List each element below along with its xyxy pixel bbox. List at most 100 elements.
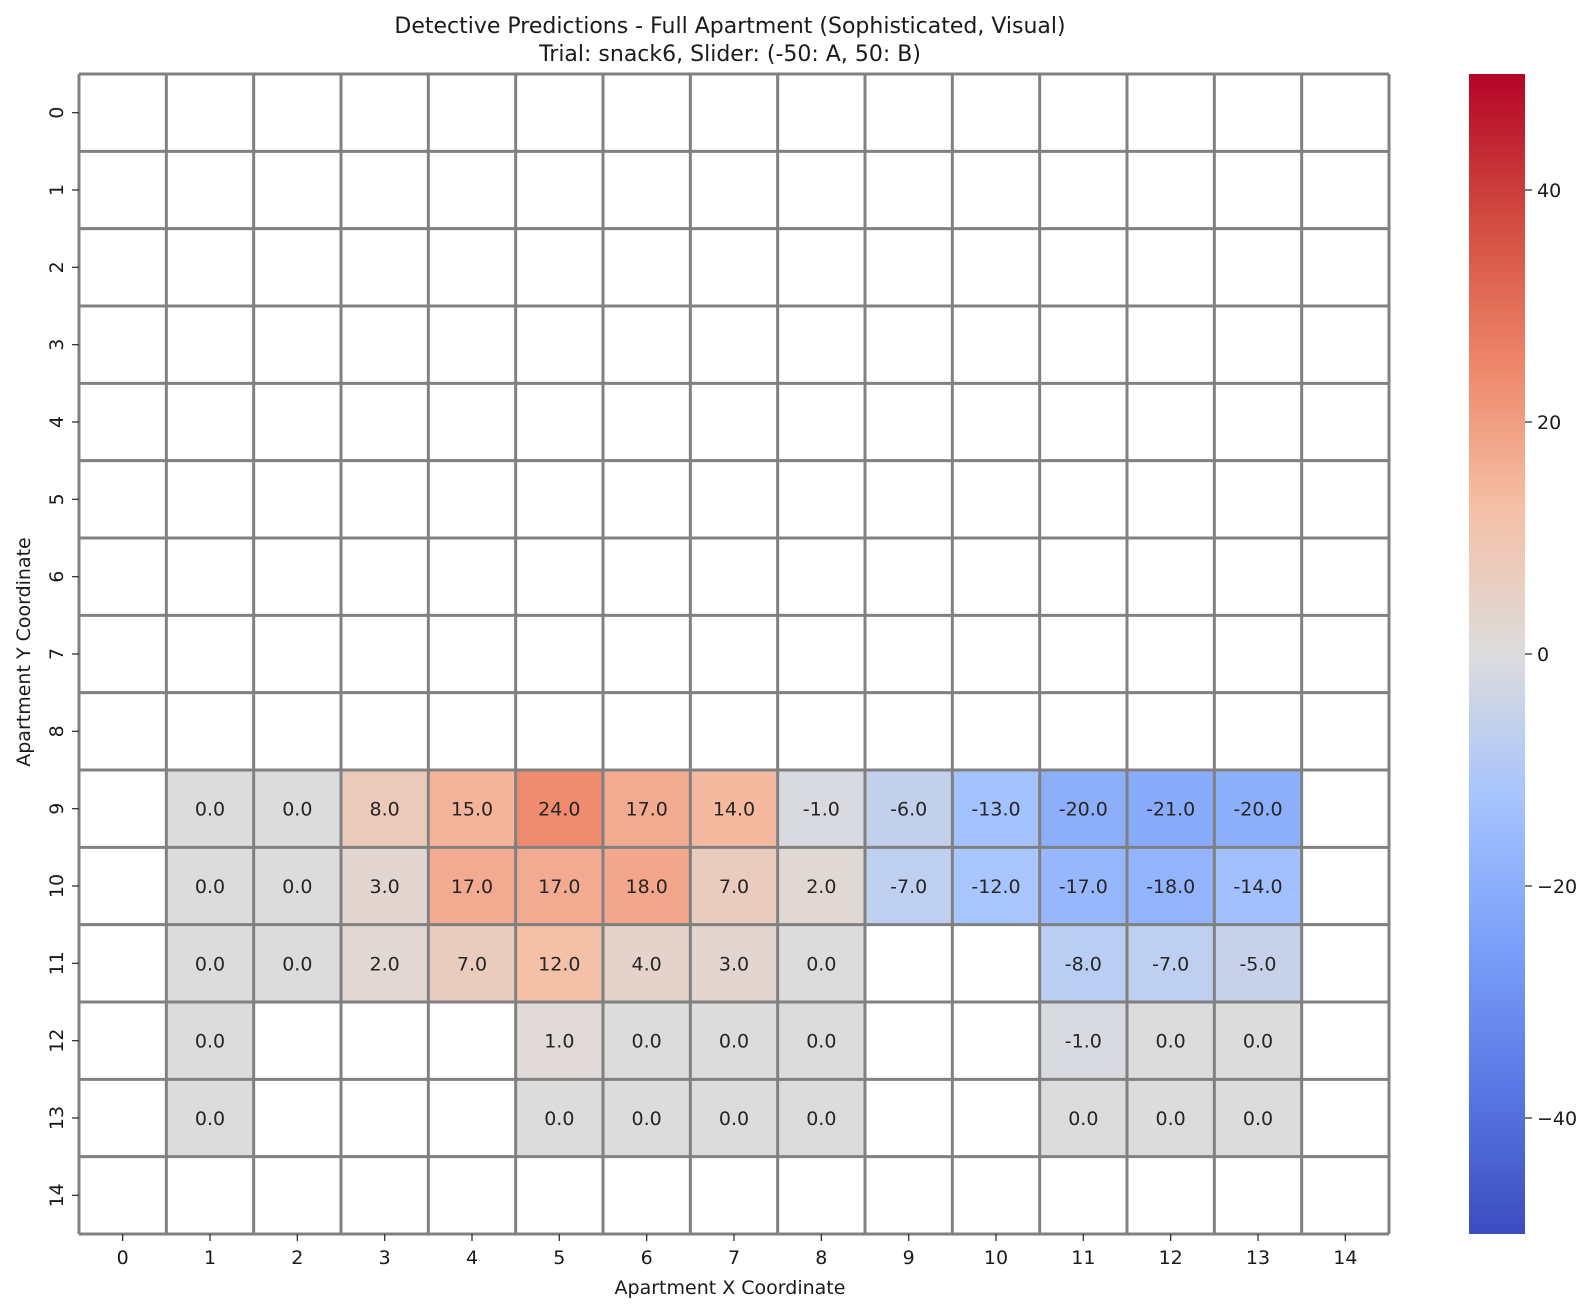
heatmap-cell (1039, 847, 1127, 925)
cell-value-label: 3.0 (370, 876, 400, 898)
heatmap-cell (690, 847, 778, 925)
cell-value-label: 0.0 (282, 953, 312, 975)
heatmap-cell (1214, 1079, 1302, 1157)
cell-value-label: 0.0 (1156, 1108, 1186, 1130)
heatmap-cell (690, 1002, 778, 1080)
heatmap-cell (515, 847, 603, 925)
y-tick-label: 2 (46, 261, 68, 273)
colorbar-tick-label: 0 (1537, 644, 1549, 666)
cell-value-label: 17.0 (626, 799, 668, 821)
heatmap-grid (77, 72, 1391, 1236)
y-tick-label: 4 (46, 416, 68, 428)
y-tick-label: 8 (46, 725, 68, 737)
heatmap-cell (603, 924, 691, 1002)
heatmap-cell (515, 1079, 603, 1157)
cell-value-label: 8.0 (370, 799, 400, 821)
heatmap-cell (1214, 924, 1302, 1002)
heatmap-cell (603, 770, 691, 848)
heatmap-cell (1214, 847, 1302, 925)
heatmap-cell (1039, 1079, 1127, 1157)
x-tick-label: 13 (1246, 1247, 1270, 1269)
heatmap-cell (166, 770, 254, 848)
cell-value-label: 0.0 (282, 799, 312, 821)
cell-value-label: 0.0 (195, 1108, 225, 1130)
heatmap-cell (253, 847, 341, 925)
heatmap-cell (1127, 847, 1215, 925)
y-tick-label: 13 (46, 1106, 68, 1130)
cell-value-label: 14.0 (713, 799, 755, 821)
cell-value-label: -20.0 (1233, 799, 1282, 821)
heatmap-cell (166, 847, 254, 925)
y-tick-label: 3 (46, 339, 68, 351)
x-tick-label: 3 (379, 1247, 391, 1269)
cell-value-label: 2.0 (806, 876, 836, 898)
heatmap-cell-labels: 0.0 0.0 8.0 15.0 24.0 17.0 14.0 -1.0 -6.0 -13.0 -2… (195, 799, 1283, 1130)
cell-value-label: 15.0 (451, 799, 493, 821)
heatmap-cell (428, 770, 516, 848)
colorbar-tick-label: 40 (1537, 180, 1561, 202)
cell-value-label: -21.0 (1146, 799, 1195, 821)
heatmap-cell (1127, 1079, 1215, 1157)
heatmap-cell (515, 924, 603, 1002)
cell-value-label: 3.0 (719, 953, 749, 975)
y-tick-label: 12 (46, 1029, 68, 1053)
colorbar-ticks: −40 −20 0 20 40 (1525, 180, 1577, 1130)
y-axis-label: Apartment Y Coordinate (13, 537, 35, 767)
cell-value-label: -1.0 (1065, 1031, 1102, 1053)
x-axis-ticks: 0 1 2 3 4 5 6 7 8 9 10 11 12 13 14 (117, 1234, 1357, 1269)
cell-value-label: 0.0 (719, 1031, 749, 1053)
cell-value-label: 1.0 (544, 1031, 574, 1053)
y-tick-label: 11 (46, 951, 68, 975)
y-tick-label: 6 (46, 571, 68, 583)
heatmap-cell (690, 770, 778, 848)
heatmap-cell (603, 1079, 691, 1157)
heatmap-cell (865, 847, 953, 925)
cell-value-label: 24.0 (538, 799, 580, 821)
heatmap-cell (341, 770, 429, 848)
cell-value-label: 0.0 (1068, 1108, 1098, 1130)
y-tick-label: 5 (46, 493, 68, 505)
heatmap-cell (166, 924, 254, 1002)
x-tick-label: 1 (204, 1247, 216, 1269)
heatmap-cell (166, 1079, 254, 1157)
heatmap-cell (777, 924, 865, 1002)
colorbar-tick-label: −20 (1537, 876, 1577, 898)
x-axis-label: Apartment X Coordinate (615, 1277, 846, 1299)
heatmap-cell (515, 770, 603, 848)
heatmap-cell (515, 1002, 603, 1080)
colorbar-tick-label: 20 (1537, 412, 1561, 434)
x-tick-label: 14 (1333, 1247, 1357, 1269)
heatmap-cell (253, 924, 341, 1002)
cell-value-label: -7.0 (890, 876, 927, 898)
y-tick-label: 10 (46, 874, 68, 898)
cell-value-label: -7.0 (1152, 953, 1189, 975)
cell-value-label: -17.0 (1059, 876, 1108, 898)
cell-value-label: -6.0 (890, 799, 927, 821)
heatmap-cell (690, 924, 778, 1002)
cell-value-label: 0.0 (1156, 1031, 1186, 1053)
y-tick-label: 7 (46, 648, 68, 660)
heatmap-cell (341, 847, 429, 925)
heatmap-cell (690, 1079, 778, 1157)
cell-value-label: 0.0 (632, 1031, 662, 1053)
cell-value-label: 0.0 (544, 1108, 574, 1130)
heatmap-cell (603, 1002, 691, 1080)
heatmap-cell (777, 770, 865, 848)
cell-value-label: -8.0 (1065, 953, 1102, 975)
cell-value-label: 18.0 (626, 876, 668, 898)
cell-value-label: 17.0 (451, 876, 493, 898)
cell-value-label: 0.0 (195, 876, 225, 898)
x-tick-label: 5 (553, 1247, 565, 1269)
y-tick-label: 9 (46, 803, 68, 815)
cell-value-label: 0.0 (1243, 1031, 1273, 1053)
heatmap-cell (777, 1079, 865, 1157)
cell-value-label: 17.0 (538, 876, 580, 898)
x-tick-label: 2 (291, 1247, 303, 1269)
heatmap-cell (428, 924, 516, 1002)
x-tick-label: 6 (641, 1247, 653, 1269)
heatmap-cell (253, 770, 341, 848)
x-tick-label: 11 (1071, 1247, 1095, 1269)
heatmap-cell (1127, 770, 1215, 848)
cell-value-label: 0.0 (195, 799, 225, 821)
